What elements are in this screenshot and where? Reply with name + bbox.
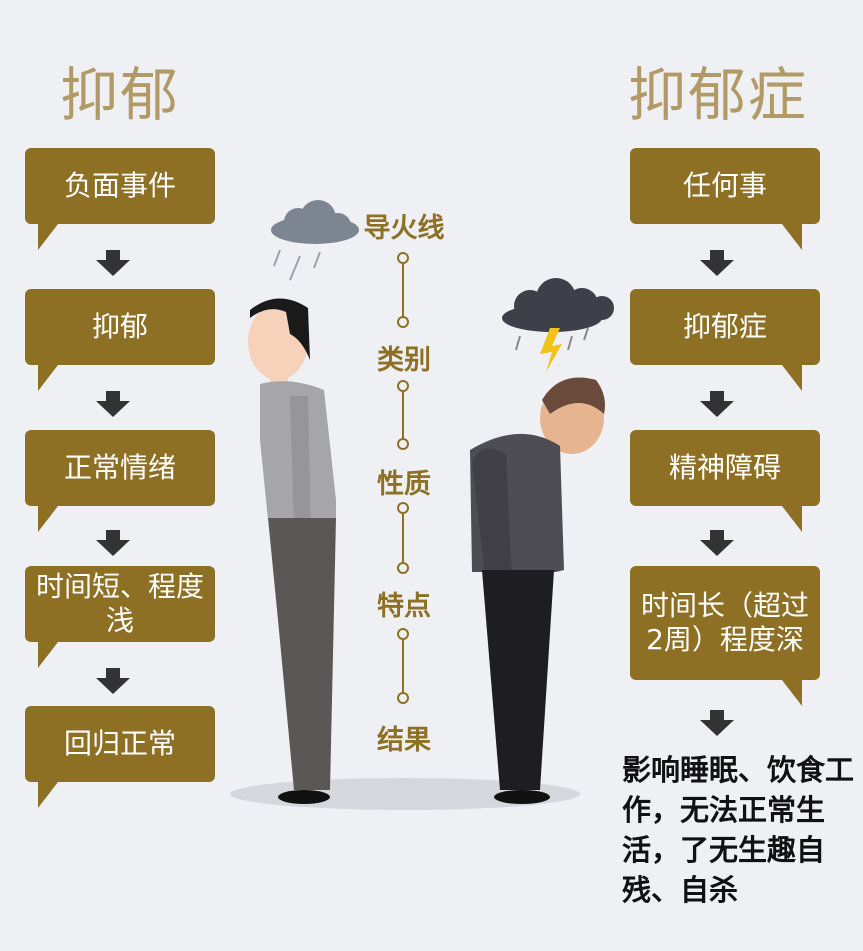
axis-label: 导火线 xyxy=(363,213,445,244)
speech-tail xyxy=(38,224,58,250)
speech-tail xyxy=(38,365,58,391)
left-step-label: 回归正常 xyxy=(63,727,176,760)
speech-tail xyxy=(38,782,58,808)
left-step-card: 正常情绪 xyxy=(25,430,215,506)
rain-cloud-icon xyxy=(271,200,359,281)
timeline-dot xyxy=(397,502,409,514)
timeline-dot xyxy=(397,562,409,574)
person-depressed xyxy=(470,278,614,804)
left-step-label: 抑郁 xyxy=(91,310,148,343)
down-arrow-icon xyxy=(700,250,734,276)
axis-label: 类别 xyxy=(377,345,431,376)
two-figures-illustration xyxy=(230,200,614,810)
timeline-dot xyxy=(397,438,409,450)
axis-label: 性质 xyxy=(377,469,431,500)
person-normal-mood xyxy=(248,200,359,804)
down-arrow-icon xyxy=(96,530,130,556)
right-step-label: 精神障碍 xyxy=(668,451,781,484)
right-column-title: 抑郁症 xyxy=(628,61,809,129)
timeline-dot xyxy=(397,252,409,264)
storm-cloud-icon xyxy=(502,278,614,372)
left-step-card: 负面事件 xyxy=(25,148,215,224)
axis-label: 特点 xyxy=(377,591,431,622)
speech-tail xyxy=(782,680,802,706)
speech-tail xyxy=(38,506,58,532)
down-arrow-icon xyxy=(700,710,734,736)
right-step-label: 抑郁症 xyxy=(682,310,767,343)
timeline-line xyxy=(402,514,404,562)
down-arrow-icon xyxy=(700,530,734,556)
timeline-dot xyxy=(397,628,409,640)
left-step-label: 正常情绪 xyxy=(63,451,176,484)
down-arrow-icon xyxy=(96,391,130,417)
left-column-title: 抑郁 xyxy=(60,61,181,129)
timeline-dot xyxy=(397,692,409,704)
timeline-line xyxy=(402,264,404,316)
down-arrow-icon xyxy=(96,668,130,694)
right-step-card: 任何事 xyxy=(630,148,820,224)
speech-tail xyxy=(38,642,58,668)
right-step-card: 抑郁症 xyxy=(630,289,820,365)
speech-tail xyxy=(782,365,802,391)
left-step-label: 负面事件 xyxy=(63,169,176,202)
left-step-card: 抑郁 xyxy=(25,289,215,365)
timeline-line xyxy=(402,640,404,692)
right-step-card: 精神障碍 xyxy=(630,430,820,506)
right-step-label: 时间长（超过2周）程度深 xyxy=(640,589,809,656)
timeline-dot xyxy=(397,380,409,392)
right-step-label: 任何事 xyxy=(682,169,767,202)
down-arrow-icon xyxy=(700,391,734,417)
down-arrow-icon xyxy=(96,250,130,276)
right-step-card: 时间长（超过2周）程度深 xyxy=(630,566,820,680)
timeline-line xyxy=(402,392,404,438)
left-step-card: 回归正常 xyxy=(25,706,215,782)
timeline-dot xyxy=(397,316,409,328)
left-step-label: 时间短、程度浅 xyxy=(35,570,204,637)
speech-tail xyxy=(782,224,802,250)
speech-tail xyxy=(782,506,802,532)
left-step-card: 时间短、程度浅 xyxy=(25,566,215,642)
outcome-text: 影响睡眠、饮食工作，无法正常生活，了无生趣自残、自杀 xyxy=(622,753,855,907)
axis-label: 结果 xyxy=(377,725,431,756)
